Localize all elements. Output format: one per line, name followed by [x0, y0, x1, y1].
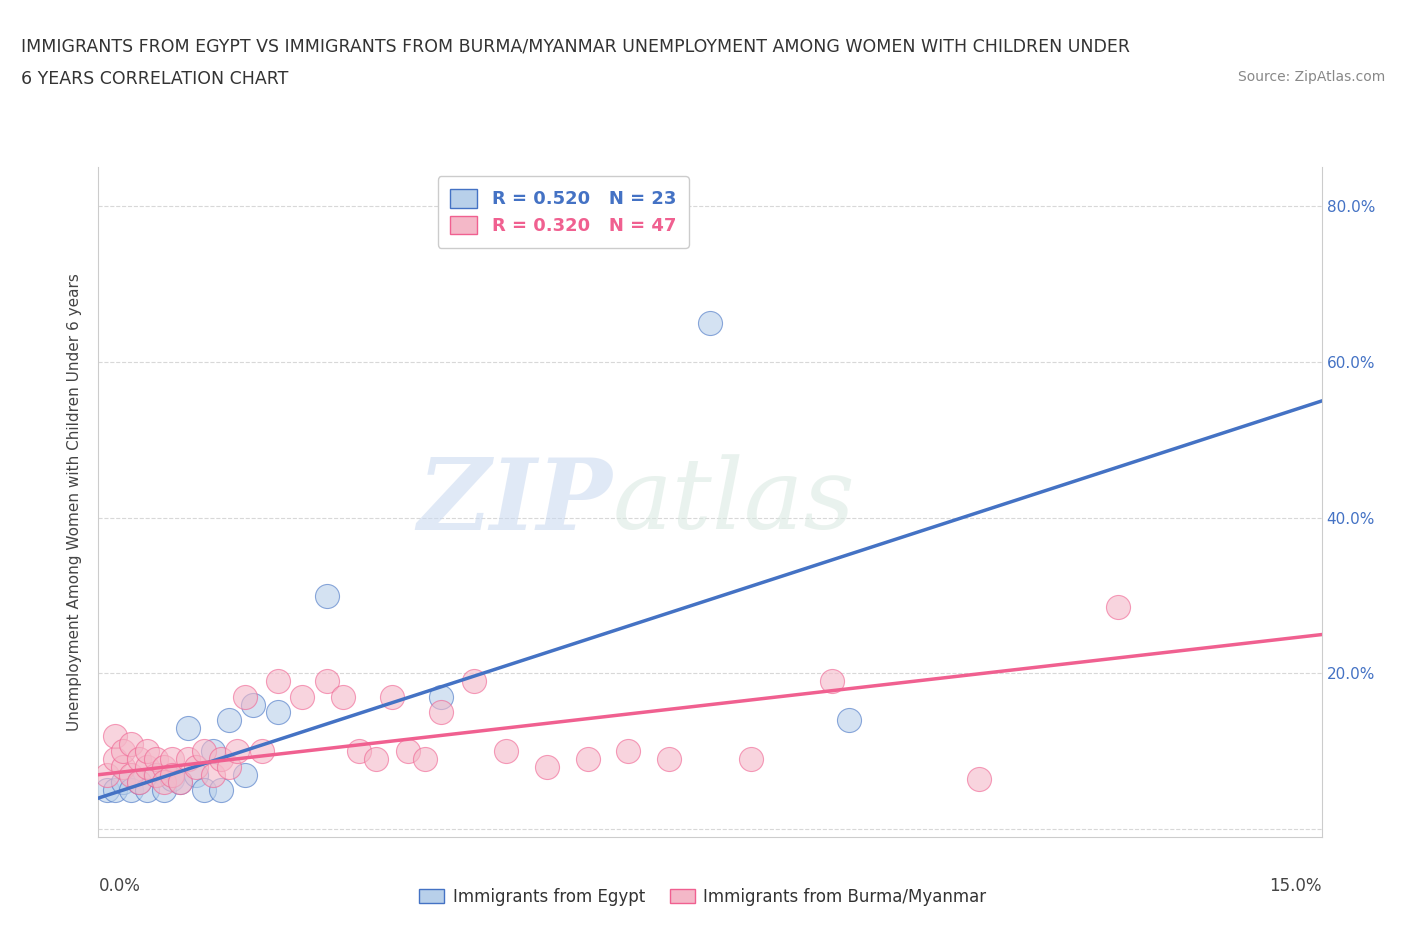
Point: [396, 744, 419, 759]
Point: [242, 698, 264, 712]
Point: [111, 775, 134, 790]
Text: 6 YEARS CORRELATION CHART: 6 YEARS CORRELATION CHART: [21, 70, 288, 87]
Point: [381, 689, 404, 704]
Point: [145, 767, 167, 782]
Legend: R = 0.520   N = 23, R = 0.320   N = 47: R = 0.520 N = 23, R = 0.320 N = 47: [437, 177, 689, 247]
Point: [136, 760, 159, 775]
Point: [218, 760, 240, 775]
Point: [186, 767, 208, 782]
Point: [193, 744, 215, 759]
Point: [658, 751, 681, 766]
Point: [177, 751, 200, 766]
Point: [160, 751, 183, 766]
Point: [201, 767, 224, 782]
Point: [315, 588, 337, 603]
Point: [209, 783, 232, 798]
Point: [838, 712, 860, 727]
Point: [315, 674, 337, 689]
Point: [267, 705, 290, 720]
Point: [145, 767, 167, 782]
Point: [120, 767, 142, 782]
Point: [193, 783, 215, 798]
Point: [104, 783, 127, 798]
Text: atlas: atlas: [612, 455, 855, 550]
Point: [267, 674, 290, 689]
Point: [201, 744, 224, 759]
Point: [136, 744, 159, 759]
Point: [152, 775, 174, 790]
Point: [128, 751, 150, 766]
Point: [430, 705, 453, 720]
Point: [136, 783, 159, 798]
Point: [152, 760, 174, 775]
Point: [463, 674, 485, 689]
Point: [364, 751, 387, 766]
Point: [495, 744, 517, 759]
Point: [160, 767, 183, 782]
Point: [291, 689, 314, 704]
Point: [233, 689, 256, 704]
Point: [186, 760, 208, 775]
Point: [226, 744, 249, 759]
Legend: Immigrants from Egypt, Immigrants from Burma/Myanmar: Immigrants from Egypt, Immigrants from B…: [413, 881, 993, 912]
Point: [111, 744, 134, 759]
Point: [128, 775, 150, 790]
Text: Source: ZipAtlas.com: Source: ZipAtlas.com: [1237, 70, 1385, 84]
Point: [821, 674, 844, 689]
Text: IMMIGRANTS FROM EGYPT VS IMMIGRANTS FROM BURMA/MYANMAR UNEMPLOYMENT AMONG WOMEN : IMMIGRANTS FROM EGYPT VS IMMIGRANTS FROM…: [21, 37, 1130, 55]
Y-axis label: Unemployment Among Women with Children Under 6 years: Unemployment Among Women with Children U…: [67, 273, 83, 731]
Point: [128, 775, 150, 790]
Point: [967, 771, 990, 786]
Point: [104, 751, 127, 766]
Point: [740, 751, 762, 766]
Point: [111, 760, 134, 775]
Point: [120, 737, 142, 751]
Point: [209, 751, 232, 766]
Point: [576, 751, 599, 766]
Text: 15.0%: 15.0%: [1270, 877, 1322, 896]
Text: 0.0%: 0.0%: [98, 877, 141, 896]
Point: [96, 767, 118, 782]
Point: [169, 775, 191, 790]
Point: [250, 744, 273, 759]
Point: [1107, 600, 1129, 615]
Point: [120, 783, 142, 798]
Point: [218, 712, 240, 727]
Point: [233, 767, 256, 782]
Text: ZIP: ZIP: [418, 454, 612, 551]
Point: [332, 689, 354, 704]
Point: [96, 783, 118, 798]
Point: [699, 315, 721, 330]
Point: [145, 751, 167, 766]
Point: [430, 689, 453, 704]
Point: [152, 783, 174, 798]
Point: [617, 744, 640, 759]
Point: [177, 721, 200, 736]
Point: [104, 728, 127, 743]
Point: [169, 775, 191, 790]
Point: [160, 771, 183, 786]
Point: [536, 760, 558, 775]
Point: [413, 751, 436, 766]
Point: [349, 744, 371, 759]
